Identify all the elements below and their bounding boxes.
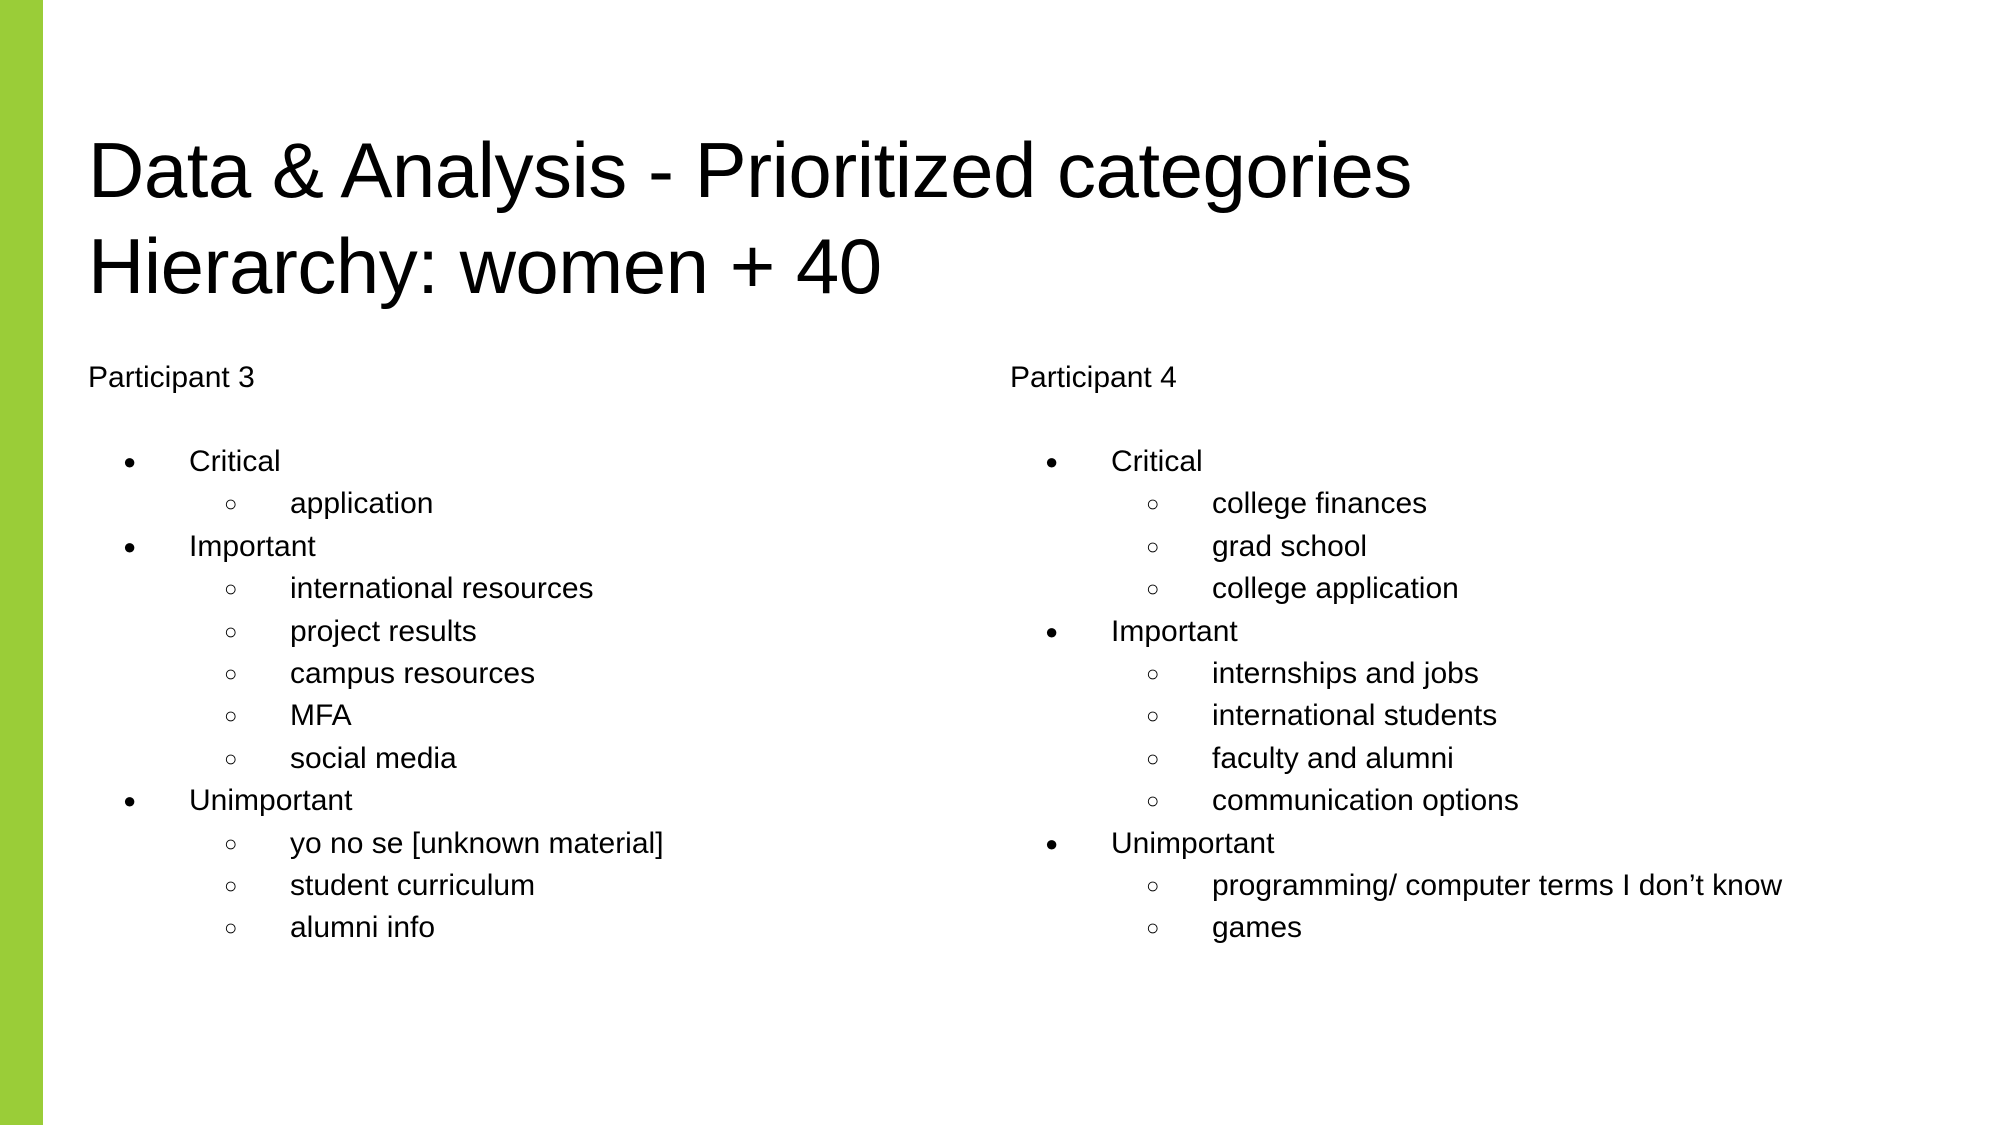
item-label: social media (290, 741, 457, 775)
category-label: Critical (189, 445, 281, 478)
item-label: international students (1212, 699, 1498, 733)
category-critical: ● Critical ○ college finances ○ grad school ○ c… (1010, 441, 1960, 611)
filled-bullet-icon: ● (1045, 830, 1059, 856)
item-label: alumni info (290, 911, 436, 945)
hollow-bullet-icon: ○ (1146, 788, 1160, 814)
item-list: ○ yo no se [unknown material] ○ student cur… (88, 823, 988, 950)
participant-3-column: Participant 3 ● Critical ○ application ● Impor… (88, 357, 988, 950)
item-label: international resources (290, 572, 594, 606)
category-label: Important (189, 529, 316, 563)
list-item: ○ project results (88, 611, 988, 653)
filled-bullet-icon: ● (123, 788, 137, 814)
list-item: ○ college application (1010, 568, 1960, 610)
item-label: faculty and alumni (1212, 741, 1454, 775)
list-item: ○ international resources (88, 568, 988, 610)
category-row: ● Critical (1010, 441, 1960, 483)
filled-bullet-icon: ● (1045, 618, 1059, 644)
hollow-bullet-icon: ○ (1146, 745, 1160, 771)
hollow-bullet-icon: ○ (224, 660, 238, 686)
hollow-bullet-icon: ○ (224, 703, 238, 729)
title-line-1: Data & Analysis - Prioritized categories (88, 126, 1412, 214)
list-item: ○ alumni info (88, 907, 988, 949)
title-line-2: Hierarchy: women + 40 (88, 222, 882, 310)
category-unimportant: ● Unimportant ○ programming/ computer terms… (1010, 823, 1960, 950)
category-label: Unimportant (1111, 826, 1275, 860)
hollow-bullet-icon: ○ (224, 872, 238, 898)
category-row: ● Important (88, 526, 988, 568)
filled-bullet-icon: ● (1045, 449, 1059, 474)
list-item: ○ faculty and alumni (1010, 738, 1960, 780)
item-label: campus resources (290, 656, 536, 690)
item-list: ○ college finances ○ grad school ○ college ap… (1010, 483, 1960, 610)
hollow-bullet-icon: ○ (224, 915, 238, 941)
item-list: ○ internships and jobs ○ international stud… (1010, 653, 1960, 823)
item-label: yo no se [unknown material] (290, 826, 664, 860)
item-label: programming/ computer terms I don’t know (1212, 868, 1783, 902)
category-important: ● Important ○ internships and jobs ○ internat… (1010, 611, 1960, 823)
category-unimportant: ● Unimportant ○ yo no se [unknown material]… (88, 780, 988, 950)
filled-bullet-icon: ● (123, 533, 137, 559)
category-row: ● Important (1010, 611, 1960, 653)
list-item: ○ international students (1010, 695, 1960, 737)
participant-4-column: Participant 4 ● Critical ○ college finances ○… (1010, 357, 1960, 950)
participant-label: Participant 4 (1010, 361, 1177, 394)
item-label: games (1212, 911, 1303, 945)
list-item: ○ yo no se [unknown material] (88, 823, 988, 865)
item-label: student curriculum (290, 868, 536, 902)
category-row: ● Critical (88, 441, 988, 483)
slide-title: Data & Analysis - Prioritized categories… (88, 122, 1888, 314)
hollow-bullet-icon: ○ (1146, 915, 1160, 941)
item-label: college application (1212, 572, 1459, 606)
category-list: ● Critical ○ college finances ○ grad school ○ c… (1010, 441, 1960, 950)
category-critical: ● Critical ○ application (88, 441, 988, 526)
list-item: ○ games (1010, 907, 1960, 949)
category-label: Unimportant (189, 784, 353, 818)
hollow-bullet-icon: ○ (224, 618, 238, 644)
category-list: ● Critical ○ application ● Important ○ internat… (88, 441, 988, 950)
hollow-bullet-icon: ○ (1146, 576, 1160, 602)
list-item: ○ social media (88, 738, 988, 780)
item-label: grad school (1212, 529, 1368, 563)
item-list: ○ international resources ○ project results… (88, 568, 988, 780)
item-label: communication options (1212, 784, 1519, 818)
list-item: ○ student curriculum (88, 865, 988, 907)
hollow-bullet-icon: ○ (224, 491, 238, 517)
item-label: application (290, 487, 434, 521)
category-row: ● Unimportant (88, 780, 988, 822)
hollow-bullet-icon: ○ (224, 830, 238, 856)
list-item: ○ internships and jobs (1010, 653, 1960, 695)
participant-label: Participant 3 (88, 361, 255, 394)
hollow-bullet-icon: ○ (1146, 703, 1160, 729)
category-label: Important (1111, 614, 1238, 648)
list-item: ○ grad school (1010, 526, 1960, 568)
filled-bullet-icon: ● (123, 449, 137, 474)
hollow-bullet-icon: ○ (1146, 660, 1160, 686)
item-label: project results (290, 614, 477, 648)
hollow-bullet-icon: ○ (1146, 533, 1160, 559)
hollow-bullet-icon: ○ (224, 745, 238, 771)
category-label: Critical (1111, 445, 1203, 478)
list-item: ○ communication options (1010, 780, 1960, 822)
item-label: college finances (1212, 487, 1428, 521)
item-label: MFA (290, 699, 352, 733)
list-item: ○ college finances (1010, 483, 1960, 525)
category-row: ● Unimportant (1010, 823, 1960, 865)
hollow-bullet-icon: ○ (1146, 491, 1160, 517)
hollow-bullet-icon: ○ (1146, 872, 1160, 898)
accent-bar (0, 0, 43, 1125)
list-item: ○ MFA (88, 695, 988, 737)
item-list: ○ application (88, 483, 988, 525)
category-important: ● Important ○ international resources ○ proje… (88, 526, 988, 780)
hollow-bullet-icon: ○ (224, 576, 238, 602)
item-label: internships and jobs (1212, 656, 1479, 690)
list-item: ○ application (88, 483, 988, 525)
list-item: ○ campus resources (88, 653, 988, 695)
list-item: ○ programming/ computer terms I don’t kno… (1010, 865, 1960, 907)
item-list: ○ programming/ computer terms I don’t kno… (1010, 865, 1960, 950)
